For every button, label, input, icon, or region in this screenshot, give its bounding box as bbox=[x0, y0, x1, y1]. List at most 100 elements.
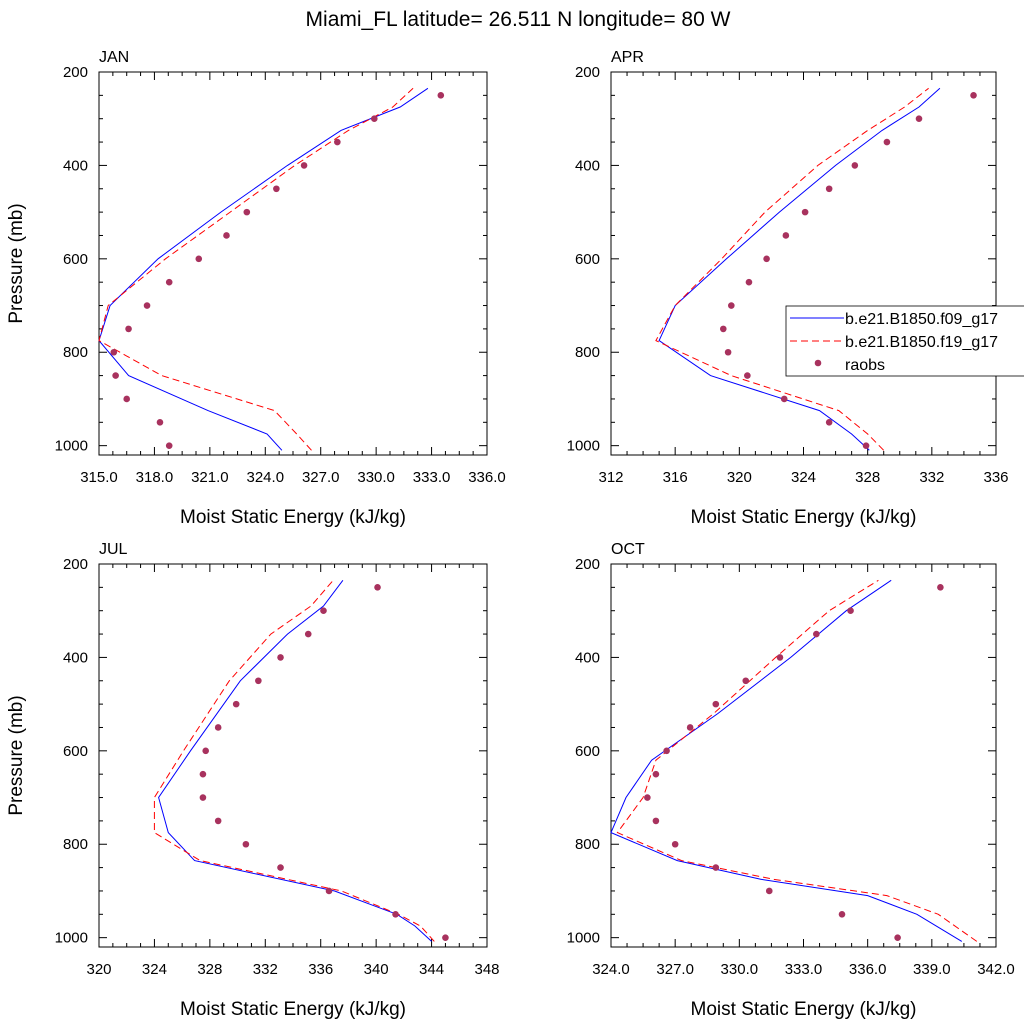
raobs-point bbox=[242, 840, 250, 848]
raobs-point bbox=[277, 654, 284, 661]
raobs-point bbox=[937, 584, 944, 591]
y-tick-label: 400 bbox=[575, 157, 600, 174]
panel-jul: JUL 320 324 328 332 336 340 344 348 200 400 600 800 1… bbox=[6, 541, 500, 1020]
x-tick-label: 327.0 bbox=[656, 961, 694, 978]
x-tick-label: 332 bbox=[919, 469, 944, 486]
plot-frame bbox=[98, 563, 488, 948]
raobs-point bbox=[110, 348, 118, 356]
x-tick-label: 324 bbox=[142, 961, 167, 978]
figure-title: Miami_FL latitude= 26.511 N longitude= 8… bbox=[306, 8, 731, 31]
y-tick-label: 400 bbox=[575, 649, 600, 666]
x-tick-label: 336.0 bbox=[849, 961, 887, 978]
raobs-point bbox=[801, 208, 809, 216]
raobs-point bbox=[223, 232, 230, 239]
raobs-point bbox=[214, 817, 222, 825]
raobs-point bbox=[813, 630, 820, 638]
raobs-point bbox=[780, 395, 788, 403]
raobs-point bbox=[300, 162, 308, 169]
x-tick-label: 320 bbox=[86, 961, 111, 978]
x-tick-label: 312 bbox=[598, 469, 623, 486]
x-tick-label: 344 bbox=[419, 961, 444, 978]
raobs-point bbox=[214, 724, 222, 731]
raobs-point bbox=[277, 864, 284, 871]
raobs-point bbox=[255, 677, 262, 685]
x-axis-label: Moist Static Energy (kJ/kg) bbox=[180, 507, 406, 528]
y-axis-label: Pressure (mb) bbox=[6, 203, 27, 323]
panel-apr: APR 312 316 320 324 328 332 336 200 400 600 800 1000… bbox=[567, 49, 1009, 528]
raobs-point bbox=[744, 372, 751, 379]
y-tick-label: 200 bbox=[63, 556, 88, 573]
raobs-point bbox=[712, 864, 720, 871]
raobs-point bbox=[915, 115, 923, 123]
x-tick-label: 339.0 bbox=[913, 961, 951, 978]
y-tick-label: 600 bbox=[63, 743, 88, 760]
y-tick-label: 800 bbox=[575, 836, 600, 853]
x-tick-label: 330.0 bbox=[357, 469, 395, 486]
f09-series-line bbox=[610, 579, 963, 942]
x-tick-label: 330.0 bbox=[721, 961, 759, 978]
raobs-point bbox=[202, 747, 209, 755]
x-tick-label: 333.0 bbox=[785, 961, 823, 978]
raobs-point bbox=[776, 654, 784, 661]
raobs-point bbox=[970, 92, 977, 99]
x-tick-label: 348 bbox=[474, 961, 499, 978]
raobs-point bbox=[199, 770, 207, 778]
x-tick-label: 340 bbox=[364, 961, 389, 978]
x-tick-label: 328 bbox=[855, 469, 880, 486]
raobs-point bbox=[728, 302, 735, 309]
plot-frame bbox=[610, 563, 997, 948]
raobs-point bbox=[199, 794, 207, 801]
y-axis-label: Pressure (mb) bbox=[6, 695, 27, 815]
x-tick-label: 324 bbox=[791, 469, 816, 486]
raobs-point bbox=[782, 232, 790, 239]
raobs-point bbox=[334, 138, 341, 146]
x-tick-label: 336 bbox=[308, 961, 333, 978]
x-axis-label: Moist Static Energy (kJ/kg) bbox=[691, 507, 917, 528]
x-tick-label: 318.0 bbox=[136, 469, 174, 486]
y-tick-label: 200 bbox=[575, 556, 600, 573]
raobs-point bbox=[370, 115, 378, 123]
f19-series-line bbox=[616, 579, 978, 942]
raobs-point bbox=[112, 372, 119, 379]
raobs-point bbox=[663, 747, 670, 755]
raobs-point bbox=[195, 255, 203, 263]
x-tick-label: 342.0 bbox=[977, 961, 1015, 978]
raobs-point bbox=[883, 138, 891, 146]
raobs-point bbox=[847, 607, 854, 615]
y-tick-label: 1000 bbox=[567, 438, 600, 455]
y-tick-label: 1000 bbox=[55, 438, 88, 455]
panel-title: APR bbox=[611, 49, 644, 66]
raobs-point bbox=[125, 325, 132, 333]
x-tick-label: 327.0 bbox=[302, 469, 340, 486]
x-tick-label: 316 bbox=[663, 469, 688, 486]
panel-title: OCT bbox=[611, 541, 645, 558]
raobs-point bbox=[851, 162, 859, 169]
x-tick-label: 333.0 bbox=[413, 469, 451, 486]
f19-series-line bbox=[153, 579, 435, 942]
legend-label: b.e21.B1850.f19_g17 bbox=[845, 334, 998, 351]
y-tick-label: 800 bbox=[63, 344, 88, 361]
f09-series-line bbox=[658, 87, 941, 451]
x-tick-label: 336 bbox=[983, 469, 1008, 486]
f19-series-line bbox=[655, 87, 929, 451]
raobs-point bbox=[838, 911, 846, 918]
raobs-point bbox=[320, 607, 327, 615]
legend-marker bbox=[814, 359, 822, 367]
raobs-point bbox=[644, 794, 651, 801]
raobs-point bbox=[325, 887, 333, 895]
x-tick-label: 328 bbox=[197, 961, 222, 978]
x-tick-label: 336.0 bbox=[468, 469, 506, 486]
legend-label: raobs bbox=[845, 357, 885, 374]
plot-frame bbox=[610, 71, 997, 456]
raobs-point bbox=[232, 700, 240, 708]
x-tick-label: 320 bbox=[727, 469, 752, 486]
raobs-point bbox=[243, 208, 251, 216]
raobs-point bbox=[724, 348, 732, 356]
y-tick-label: 200 bbox=[63, 64, 88, 81]
raobs-point bbox=[442, 934, 449, 941]
x-axis-label: Moist Static Energy (kJ/kg) bbox=[180, 999, 406, 1020]
raobs-point bbox=[671, 840, 679, 848]
raobs-point bbox=[392, 911, 399, 918]
raobs-point bbox=[894, 934, 901, 941]
